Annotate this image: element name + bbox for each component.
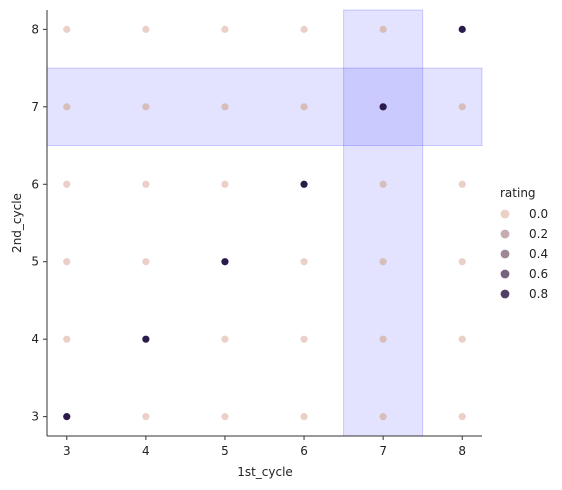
data-point <box>63 335 71 343</box>
data-point <box>221 25 229 33</box>
x-tick-label: 4 <box>142 444 150 458</box>
data-point <box>142 180 150 188</box>
highlight-row <box>46 67 483 147</box>
highlight-bands <box>46 9 483 437</box>
data-point <box>221 258 229 266</box>
data-point <box>458 413 466 421</box>
legend-title: rating <box>500 186 536 200</box>
data-point <box>142 103 150 111</box>
data-point <box>300 25 308 33</box>
x-tick-label: 6 <box>300 444 308 458</box>
y-tick-label: 3 <box>31 410 39 424</box>
legend-label: 0.2 <box>529 227 548 241</box>
data-point <box>221 413 229 421</box>
data-point <box>300 413 308 421</box>
data-point <box>300 335 308 343</box>
legend-marker <box>500 269 510 279</box>
legend-marker <box>500 229 510 239</box>
data-point <box>458 335 466 343</box>
data-point <box>379 103 387 111</box>
legend-marker <box>500 289 510 299</box>
y-tick-label: 4 <box>31 332 39 346</box>
y-tick-label: 8 <box>31 22 39 36</box>
legend-marker <box>500 249 510 259</box>
data-points <box>63 25 466 421</box>
x-axis-label: 1st_cycle <box>237 465 293 479</box>
data-point <box>63 258 71 266</box>
legend-label: 0.4 <box>529 247 548 261</box>
y-axis-label: 2nd_cycle <box>10 193 24 253</box>
ticks: 3 4 5 6 7 8 3 4 5 6 7 8 <box>31 22 466 458</box>
data-point <box>142 335 150 343</box>
data-point <box>142 25 150 33</box>
data-point <box>63 413 71 421</box>
data-point <box>142 258 150 266</box>
y-tick-label: 5 <box>31 255 39 269</box>
y-tick-label: 7 <box>31 100 39 114</box>
data-point <box>142 413 150 421</box>
data-point <box>63 180 71 188</box>
data-point <box>221 335 229 343</box>
data-point <box>63 103 71 111</box>
data-point <box>300 180 308 188</box>
data-point <box>300 103 308 111</box>
legend: rating 0.0 0.2 0.4 0.6 0.8 <box>500 186 548 301</box>
data-point <box>379 258 387 266</box>
legend-label: 0.8 <box>529 287 548 301</box>
x-tick-label: 3 <box>63 444 71 458</box>
legend-marker <box>500 209 510 219</box>
data-point <box>379 25 387 33</box>
x-tick-label: 5 <box>221 444 229 458</box>
data-point <box>379 335 387 343</box>
data-point <box>458 103 466 111</box>
data-point <box>458 25 466 33</box>
data-point <box>221 103 229 111</box>
data-point <box>379 180 387 188</box>
highlight-column <box>343 9 424 437</box>
data-point <box>221 180 229 188</box>
data-point <box>458 258 466 266</box>
data-point <box>63 25 71 33</box>
data-point <box>300 258 308 266</box>
x-tick-label: 7 <box>379 444 387 458</box>
legend-label: 0.0 <box>529 207 548 221</box>
y-tick-label: 6 <box>31 177 39 191</box>
x-tick-label: 8 <box>458 444 466 458</box>
data-point <box>379 413 387 421</box>
axes <box>46 10 482 437</box>
legend-label: 0.6 <box>529 267 548 281</box>
data-point <box>458 180 466 188</box>
